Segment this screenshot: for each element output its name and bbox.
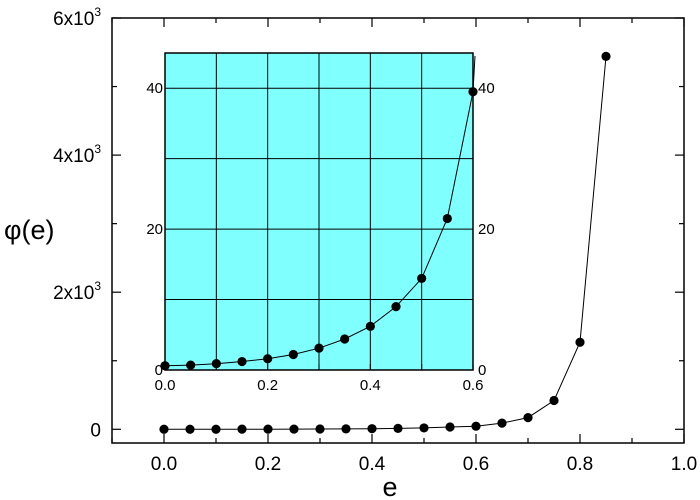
main-data-point — [471, 421, 481, 431]
main-data-point — [549, 395, 559, 406]
x-tick-label: 0.4 — [359, 454, 386, 475]
inset-data-point — [468, 87, 478, 97]
main-data-point — [315, 424, 325, 434]
y-tick-label: 0 — [90, 420, 101, 441]
inset-y-tick-label-right: 0 — [478, 362, 486, 379]
y-axis-title: φ(e) — [4, 215, 55, 245]
y-tick-label-exponent: 3 — [94, 142, 101, 156]
inset-data-point — [211, 359, 221, 369]
main-data-point — [393, 423, 403, 433]
main-data-point — [523, 413, 533, 423]
inset-y-tick-label: 0 — [155, 362, 163, 379]
y-tick-label: 6x103 — [53, 5, 101, 30]
inset-data-point — [442, 213, 452, 224]
main-data-point — [159, 424, 169, 434]
inset-y-tick-label-right: 20 — [478, 221, 495, 238]
inset-data-point — [417, 273, 427, 284]
inset-data-point — [237, 356, 247, 367]
inset-x-tick-label: 0.2 — [257, 377, 278, 394]
main-data-point — [237, 424, 247, 434]
y-tick-label: 2x103 — [53, 279, 101, 304]
inset-data-point — [186, 360, 196, 370]
main-data-point — [601, 51, 611, 61]
inset-x-tick-label: 0.0 — [155, 377, 176, 394]
main-data-point — [185, 424, 195, 434]
main-data-point — [341, 424, 351, 434]
main-chart-data — [159, 51, 611, 434]
inset-x-tick-label: 0.6 — [463, 377, 484, 394]
inset-y-tick-label: 20 — [146, 221, 163, 238]
y-tick-label: 4x103 — [53, 142, 101, 167]
x-tick-label: 0.8 — [567, 454, 593, 475]
main-data-point — [445, 422, 455, 432]
x-tick-label: 0.6 — [463, 454, 489, 475]
inset-data-point — [288, 349, 298, 360]
y-tick-label-exponent: 3 — [94, 279, 101, 293]
inset-y-tick-label: 40 — [146, 80, 163, 97]
inset-x-tick-label: 0.4 — [360, 377, 381, 394]
inset-data-point — [340, 334, 350, 344]
x-axis-title: e — [382, 472, 397, 500]
main-data-point — [289, 424, 299, 434]
inset-data-point — [391, 302, 401, 312]
x-tick-label: 0.2 — [255, 454, 281, 475]
main-data-point — [575, 337, 585, 347]
main-plot-frame — [111, 17, 685, 444]
main-data-point — [367, 424, 377, 434]
main-data-point — [211, 424, 221, 434]
inset-y-tick-label-right: 40 — [478, 80, 495, 97]
inset-data-point — [314, 343, 324, 353]
main-data-point — [419, 423, 429, 433]
y-tick-label-exponent: 3 — [94, 5, 101, 19]
main-data-point — [263, 424, 273, 434]
x-tick-label: 1.0 — [671, 454, 697, 475]
main-chart: 0.0 0.2 0.4 0.6 0.8 1.0 0 2x103 4x103 6x103 — [53, 5, 697, 475]
main-data-point — [497, 418, 507, 428]
inset-data-point — [263, 354, 273, 364]
inset-data-point — [160, 361, 170, 371]
inset-data-point — [365, 321, 375, 331]
x-tick-label: 0.0 — [151, 454, 177, 475]
